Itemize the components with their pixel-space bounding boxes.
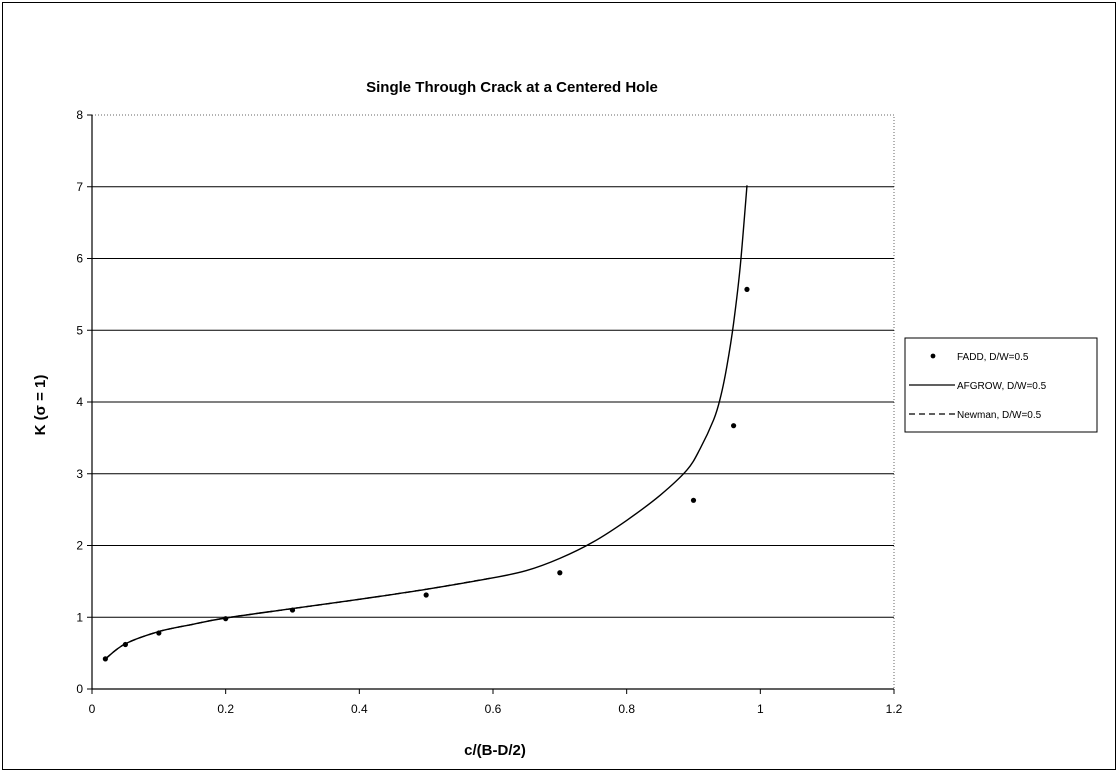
series-0-point-6 bbox=[557, 570, 563, 576]
x-tick-label-0: 0 bbox=[89, 702, 96, 716]
y-tick-label-8: 8 bbox=[76, 108, 83, 122]
series-0-point-8 bbox=[731, 423, 737, 429]
legend-label-1: AFGROW, D/W=0.5 bbox=[957, 381, 1047, 392]
x-tick-label-3: 0.6 bbox=[485, 702, 502, 716]
x-tick-label-4: 0.8 bbox=[618, 702, 635, 716]
series-0-point-5 bbox=[423, 592, 429, 598]
y-tick-label-2: 2 bbox=[76, 539, 83, 553]
y-tick-label-6: 6 bbox=[76, 252, 83, 266]
x-axis-label: c/(B-D/2) bbox=[464, 742, 526, 759]
series-0-point-9 bbox=[744, 286, 750, 292]
y-tick-label-3: 3 bbox=[76, 467, 83, 481]
y-tick-label-1: 1 bbox=[76, 610, 83, 624]
plot-area: 0 1 2 3 4 5 6 7 8 0 0.2 0.4 0.6 0.8 1 1.2 bbox=[76, 108, 902, 716]
series-0-point-7 bbox=[690, 497, 697, 503]
y-tick-label-0: 0 bbox=[76, 682, 83, 696]
y-tick-label-5: 5 bbox=[76, 323, 83, 337]
legend-label-2: Newman, D/W=0.5 bbox=[957, 410, 1042, 421]
x-tick-label-6: 1.2 bbox=[886, 702, 903, 716]
y-tick-label-7: 7 bbox=[76, 180, 83, 194]
legend-marker-0 bbox=[930, 353, 936, 359]
legend-label-0: FADD, D/W=0.5 bbox=[957, 352, 1029, 363]
x-tick-label-1: 0.2 bbox=[217, 702, 234, 716]
x-tick-label-2: 0.4 bbox=[351, 702, 368, 716]
y-axis-label: K (σ = 1) bbox=[32, 375, 49, 436]
x-tick-label-5: 1 bbox=[757, 702, 764, 716]
legend: FADD, D/W=0.5 AFGROW, D/W=0.5 Newman, D/W=… bbox=[904, 337, 1098, 433]
chart-title: Single Through Crack at a Centered Hole bbox=[366, 79, 658, 96]
series-2-line bbox=[104, 577, 494, 660]
chart-svg: Single Through Crack at a Centered Hole … bbox=[32, 79, 1098, 759]
y-tick-label-4: 4 bbox=[76, 395, 83, 409]
